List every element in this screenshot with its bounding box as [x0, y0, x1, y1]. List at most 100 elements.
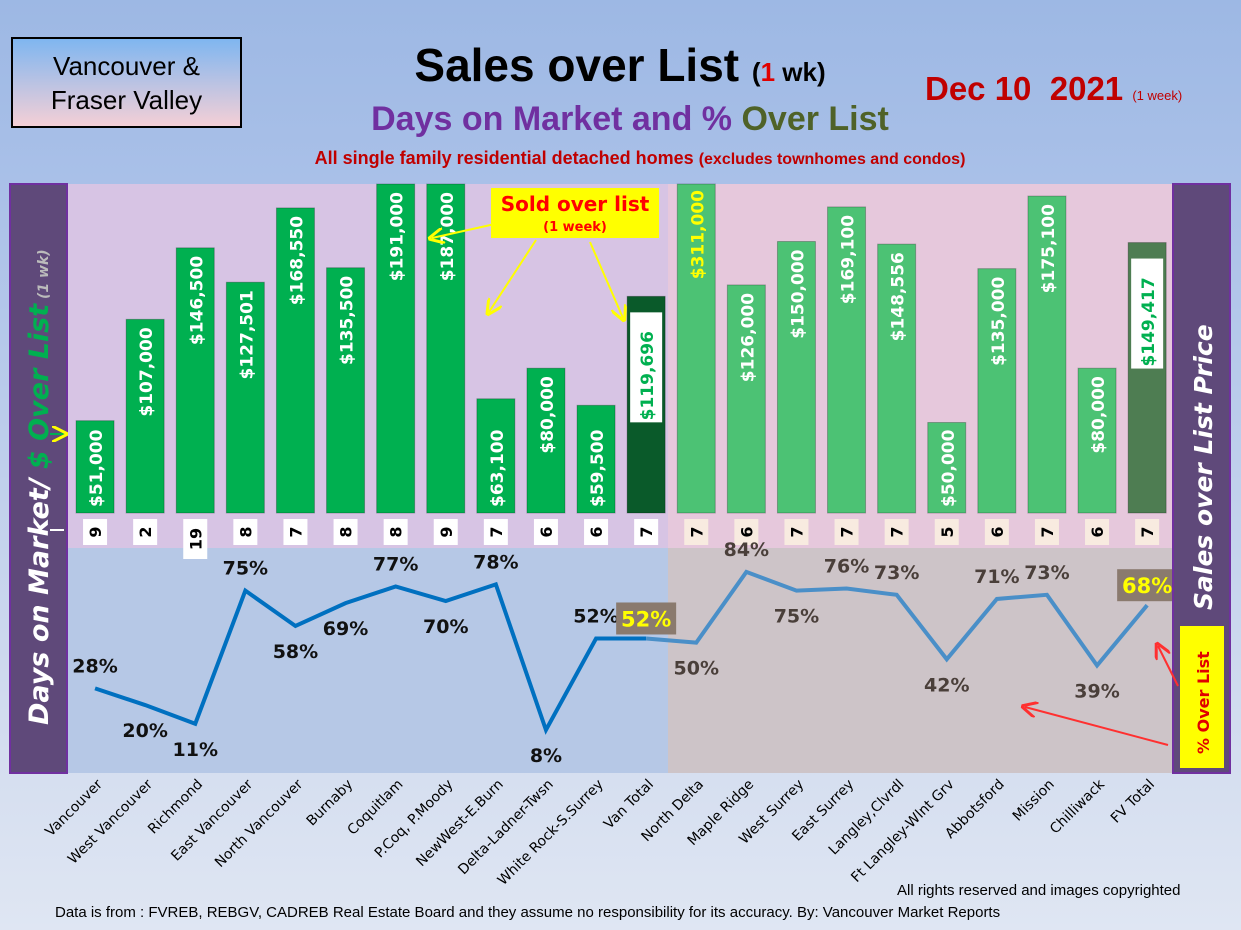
- pct-label: 58%: [273, 641, 318, 663]
- bar-value-label: $107,000: [137, 327, 157, 416]
- days-value: 5: [938, 526, 957, 537]
- days-box: [483, 519, 508, 545]
- bar-value-label: $146,500: [187, 256, 207, 345]
- days-value: 9: [86, 526, 105, 537]
- pct-label: 73%: [874, 562, 919, 584]
- pct-label: 77%: [373, 553, 418, 575]
- bar-value-label: $191,000: [388, 192, 408, 281]
- days-value: 8: [236, 526, 255, 537]
- days-box: [433, 519, 458, 545]
- callout-sub: (1 week): [543, 220, 607, 235]
- bar: [175, 247, 215, 514]
- right-axis-label: Sales over List Price: [1189, 324, 1218, 610]
- copyright: All rights reserved and images copyright…: [897, 882, 1181, 899]
- days-value: 6: [737, 526, 756, 537]
- days-value: 6: [537, 526, 556, 537]
- title-unit: wk): [775, 57, 826, 87]
- title-text: Sales over List: [414, 39, 740, 91]
- bar: [75, 420, 115, 514]
- days-box: [684, 519, 709, 545]
- total-pct-box: [1117, 569, 1178, 602]
- title-paren: (: [751, 57, 761, 87]
- bar: [526, 367, 566, 514]
- bar-value-label: $135,000: [989, 276, 1009, 365]
- bar-value-label: $63,100: [488, 429, 508, 507]
- days-box: [1034, 519, 1059, 545]
- days-box: [183, 519, 208, 559]
- bar-value-label: $148,556: [889, 252, 909, 341]
- bar: [225, 281, 265, 514]
- callout-title: Sold over list: [501, 192, 650, 216]
- van-pct-line: [94, 581, 647, 735]
- days-box: [984, 519, 1009, 545]
- pct-label: 20%: [122, 720, 167, 742]
- total-pct-box: [616, 602, 677, 635]
- days-value: 7: [1038, 526, 1057, 537]
- pct-label: 78%: [473, 551, 518, 573]
- pct-legend-box: [1180, 626, 1224, 768]
- days-box: [533, 519, 558, 545]
- days-value: 7: [787, 526, 806, 537]
- days-box: [83, 519, 108, 545]
- days-box: [834, 519, 859, 545]
- subtitle-a: Days on Market and %: [371, 100, 742, 138]
- days-box: [584, 519, 609, 545]
- bar-value-label: $175,100: [1039, 204, 1059, 293]
- x-tick-label: NewWest-E.Burn: [413, 777, 506, 870]
- source-note: Data is from : FVREB, REBGV, CADREB Real…: [55, 904, 1001, 921]
- bar: [676, 183, 716, 514]
- report-date: Dec 10 2021 (1 week): [925, 70, 1182, 108]
- pct-label: 71%: [974, 566, 1019, 588]
- days-value: 7: [487, 526, 506, 537]
- bar-value-label: $149,417: [1139, 277, 1159, 366]
- bar-label-bg: [1131, 258, 1164, 369]
- days-box: [1135, 519, 1160, 545]
- page-title: Sales over List (1 wk): [300, 38, 940, 92]
- left-axis-panel: [9, 183, 68, 774]
- fv-line-bg: [668, 548, 1173, 773]
- pct-label: 76%: [824, 556, 869, 578]
- bar-value-label: $59,500: [588, 429, 608, 507]
- bar: [726, 284, 766, 514]
- x-tick-label: FV Total: [1108, 777, 1158, 827]
- pct-label: 28%: [72, 655, 117, 677]
- date-text: Dec 10 2021: [925, 70, 1124, 107]
- pct-label: 75%: [774, 606, 819, 628]
- bar-value-label: $168,550: [287, 216, 307, 305]
- arrow-icon: [1025, 707, 1169, 746]
- x-tick-label: Chilliwack: [1047, 776, 1108, 837]
- pct-label: 52%: [621, 607, 671, 631]
- bar-value-label: $126,000: [738, 293, 758, 382]
- scope-note: All single family residential detached h…: [200, 148, 1080, 169]
- left-axis-label: Days on Market/ $ Over List (1 wk): [24, 249, 55, 725]
- pct-label: 50%: [674, 658, 719, 680]
- van-line-bg: [68, 548, 668, 773]
- region-logo-box: Vancouver & Fraser Valley: [11, 37, 242, 128]
- days-box: [283, 519, 308, 545]
- bar-value-label: $187,000: [438, 192, 458, 281]
- arrow-icon: [589, 241, 623, 318]
- van-plot-bg: [68, 184, 668, 548]
- bar: [275, 207, 315, 514]
- pct-label: 70%: [423, 616, 468, 638]
- pct-label: 75%: [223, 558, 268, 580]
- pct-label: 73%: [1024, 562, 1069, 584]
- subtitle-b: Over List: [741, 100, 889, 138]
- arrow-icon: [432, 223, 496, 238]
- days-value: 7: [637, 526, 656, 537]
- pct-label: 42%: [924, 674, 969, 696]
- days-box: [383, 519, 408, 545]
- days-box: [934, 519, 959, 545]
- x-tick-label: West Vancouver: [65, 776, 156, 867]
- days-value: 6: [988, 526, 1007, 537]
- days-box: [333, 519, 358, 545]
- bar: [1077, 367, 1117, 514]
- x-tick-label: Mission: [1010, 777, 1058, 825]
- bar: [927, 422, 967, 514]
- days-value: 6: [587, 526, 606, 537]
- days-box: [884, 519, 909, 545]
- arrow-icon: [1158, 646, 1179, 687]
- x-tick-label: Delta-Ladner-Twsn: [455, 777, 557, 879]
- days-box: [1085, 519, 1110, 545]
